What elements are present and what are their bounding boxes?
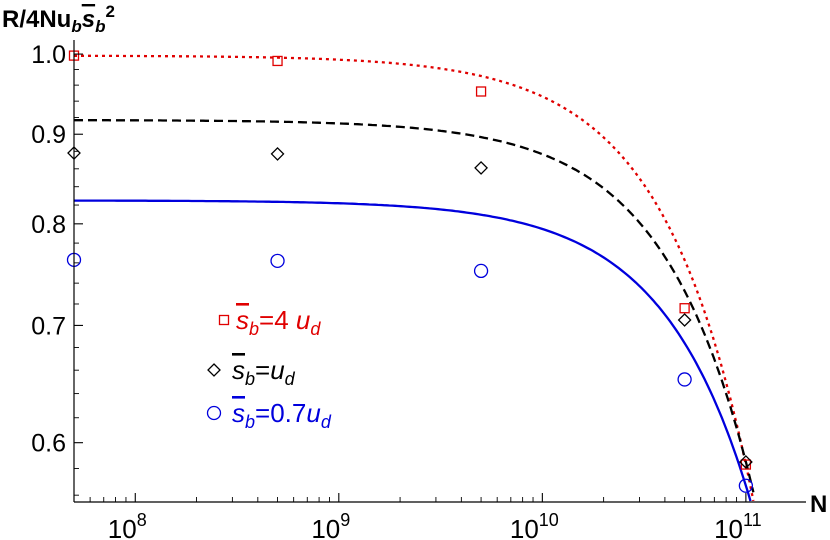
x-tick-exp: 8: [137, 510, 147, 530]
legend-label: sb=ud: [232, 355, 296, 389]
data-point: [677, 313, 692, 327]
plot-area: [66, 50, 755, 502]
data-point: [740, 459, 752, 470]
data-point: [270, 253, 285, 269]
x-tick-exp: 10: [539, 510, 559, 530]
y-axis-ticks: 0.6 0.7 0.8 0.9 1.0: [31, 41, 83, 496]
x-tick-label: 109: [311, 510, 350, 540]
y-axis-title-sup: 2: [105, 2, 114, 21]
x-tick-base: 10: [510, 514, 539, 540]
legend-unit: u: [296, 305, 310, 335]
data-point: [270, 147, 285, 161]
legend-var: s: [232, 398, 245, 428]
data-point: [679, 303, 690, 314]
data-point: [475, 86, 487, 97]
y-tick-label: 1.0: [31, 41, 66, 69]
y-tick-label: 0.7: [31, 312, 66, 340]
legend-label: sb=4 ud: [236, 305, 321, 339]
fit-curve: [74, 54, 755, 502]
legend-var: s: [236, 305, 249, 335]
x-axis-ticks: 108 109 1010 1011: [73, 493, 762, 540]
y-tick-label: 0.8: [31, 211, 66, 239]
y-axis-title-prefix: R/4Nu: [2, 6, 71, 33]
legend-marker: [207, 363, 221, 377]
y-axis-title: R/4Nubsb2: [2, 2, 115, 36]
data-point: [474, 161, 488, 175]
data-point: [272, 55, 283, 67]
data-point: [473, 263, 489, 279]
fit-curves: [74, 54, 755, 502]
legend-unit-sub: d: [285, 369, 296, 389]
y-axis-title-var: s: [82, 6, 95, 33]
x-tick-label: 1010: [510, 510, 559, 540]
data-point: [677, 372, 692, 387]
legend-sub: b: [245, 412, 255, 432]
legend-rhs: =: [255, 355, 270, 385]
data-point: [738, 455, 753, 469]
x-axis-title: N: [810, 491, 827, 518]
y-axis-title-var-sub: b: [95, 17, 105, 36]
fit-curve: [74, 199, 752, 502]
legend-rhs: =0.7: [255, 398, 306, 428]
x-tick-base: 10: [714, 514, 743, 540]
x-tick-base: 10: [108, 514, 137, 540]
legend-unit-sub: d: [310, 319, 321, 339]
x-tick-label: 108: [108, 510, 147, 540]
legend-unit-sub: d: [321, 412, 332, 432]
legend-var: s: [232, 355, 245, 385]
data-markers: [66, 50, 754, 493]
y-tick-label: 0.6: [31, 430, 66, 458]
y-tick-label: 0.9: [31, 121, 66, 149]
legend-sub: b: [249, 319, 259, 339]
legend-unit: u: [306, 398, 320, 428]
legend-marker: [218, 314, 230, 326]
x-tick-exp: 11: [743, 510, 762, 530]
x-tick-base: 10: [311, 514, 340, 540]
legend-unit: u: [270, 355, 284, 385]
x-tick-exp: 9: [340, 510, 350, 530]
y-axis-title-sub: b: [71, 17, 81, 36]
legend-marker: [206, 405, 222, 421]
fit-curve: [74, 119, 755, 493]
legend-rhs: =4: [259, 305, 296, 335]
x-tick-label: 1011: [714, 510, 762, 540]
legend-sub: b: [245, 369, 255, 389]
legend-label: sb=0.7ud: [232, 398, 332, 432]
data-point: [738, 478, 754, 493]
